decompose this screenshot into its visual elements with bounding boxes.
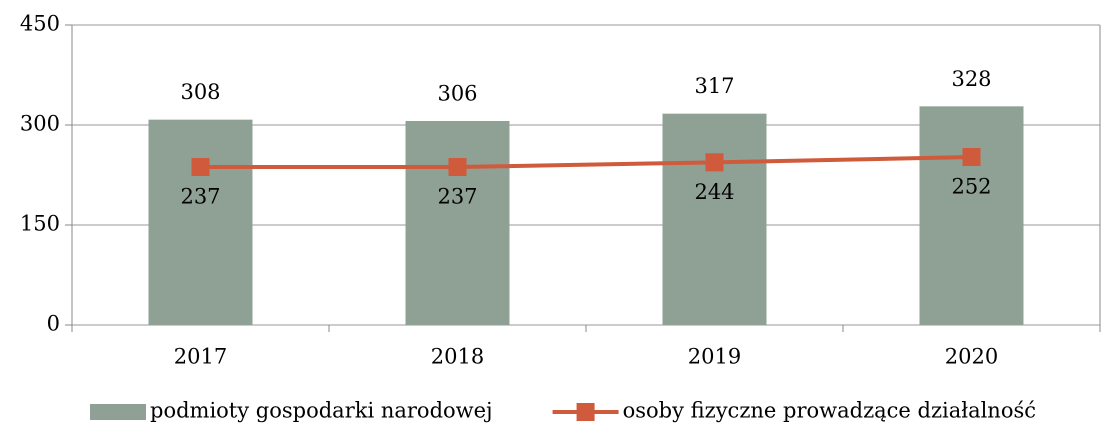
data-label: 244	[694, 180, 734, 204]
line-marker	[191, 158, 210, 176]
legend-label: osoby fizyczne prowadzące działalność	[623, 399, 1036, 423]
data-label: 237	[180, 185, 220, 209]
line	[200, 155, 972, 169]
legend-label: podmioty gospodarki narodowej	[150, 399, 493, 423]
data-label: 237	[437, 185, 477, 209]
y-tick-label: 0	[47, 312, 60, 336]
legend-marker	[576, 403, 595, 421]
line-marker	[705, 153, 724, 172]
bar	[405, 121, 510, 325]
x-tick-label: 2020	[945, 345, 998, 369]
x-tick-label: 2018	[431, 345, 484, 369]
bar	[662, 113, 767, 326]
line-marker	[448, 158, 467, 176]
x-tick-label: 2019	[688, 345, 741, 369]
y-tick-label: 300	[20, 112, 60, 136]
y-tick-label: 450	[20, 12, 60, 36]
bar	[148, 119, 253, 326]
data-label: 308	[180, 80, 220, 104]
x-tick-label: 2017	[174, 345, 227, 369]
data-label: 252	[951, 175, 991, 199]
data-label: 328	[951, 67, 991, 91]
legend-swatch	[90, 404, 146, 420]
y-tick-label: 150	[20, 212, 60, 236]
bar	[919, 106, 1024, 325]
data-label: 317	[694, 74, 734, 98]
line-marker	[962, 148, 981, 166]
data-label: 306	[437, 82, 477, 106]
